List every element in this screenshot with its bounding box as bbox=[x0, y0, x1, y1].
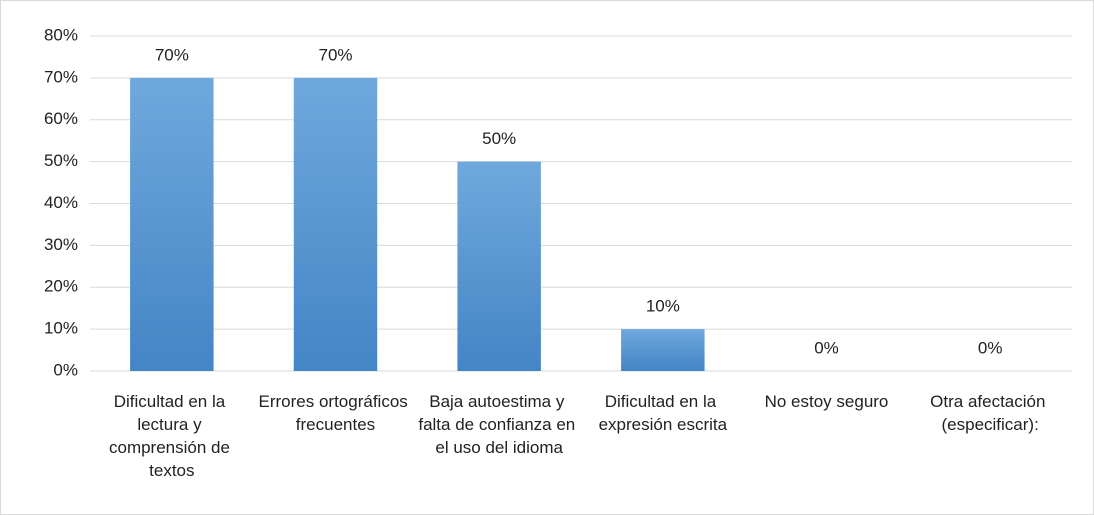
y-tick-label: 0% bbox=[53, 360, 78, 379]
y-tick-label: 40% bbox=[44, 193, 78, 212]
y-tick-label: 10% bbox=[44, 319, 78, 338]
y-tick-label: 80% bbox=[44, 25, 78, 44]
x-tick-label: Errores ortográficos frecuentes bbox=[259, 392, 413, 434]
y-tick-label: 60% bbox=[44, 109, 78, 128]
data-label: 0% bbox=[814, 338, 839, 357]
data-label: 10% bbox=[646, 297, 680, 316]
x-tick-label: Dificultad en la expresión escrita bbox=[599, 392, 728, 434]
data-label: 70% bbox=[318, 45, 352, 64]
y-tick-label: 50% bbox=[44, 151, 78, 170]
bar bbox=[130, 77, 214, 371]
bar bbox=[457, 161, 541, 371]
data-label: 50% bbox=[482, 129, 516, 148]
x-tick-label: Baja autoestima y falta de confianza en … bbox=[418, 392, 580, 457]
y-tick-label: 20% bbox=[44, 277, 78, 296]
x-tick-label: No estoy seguro bbox=[765, 392, 889, 411]
data-label: 0% bbox=[978, 338, 1003, 357]
y-tick-label: 70% bbox=[44, 67, 78, 86]
x-tick-label: Otra afectación (especificar): bbox=[930, 392, 1050, 434]
bar bbox=[621, 329, 705, 371]
bar bbox=[293, 77, 378, 371]
x-tick-label: Dificultad en la lectura y comprensión d… bbox=[109, 392, 235, 480]
y-tick-label: 30% bbox=[44, 235, 78, 254]
data-label: 70% bbox=[155, 45, 189, 64]
